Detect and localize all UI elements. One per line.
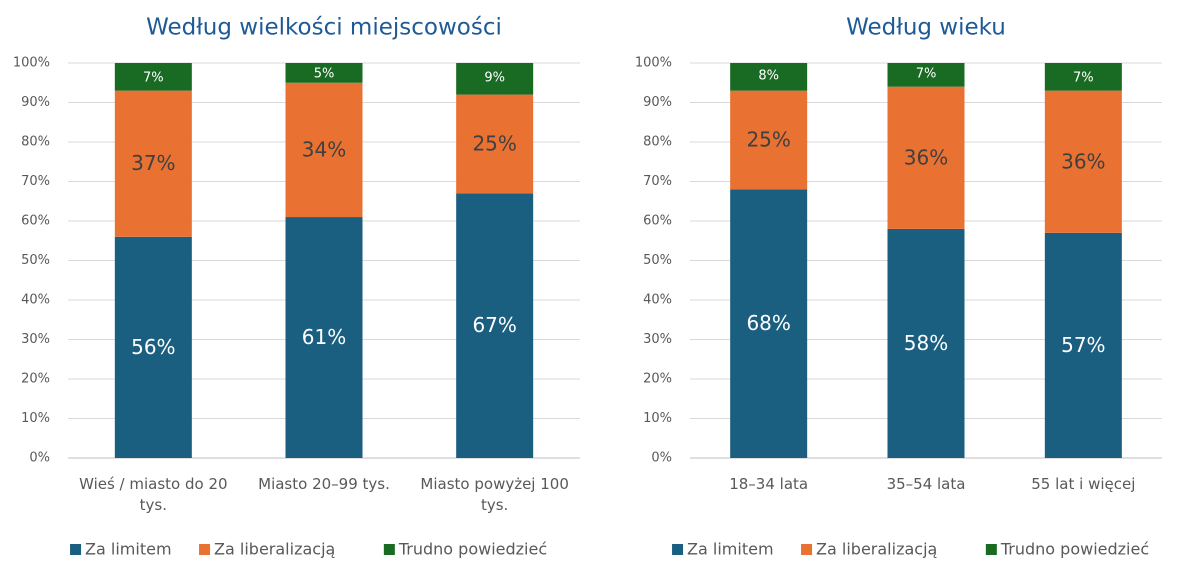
value-label: 7%: [1073, 70, 1094, 85]
y-tick-label: 20%: [21, 372, 50, 387]
value-label: 8%: [758, 68, 779, 83]
legend-swatch: [985, 544, 997, 555]
bar-segment: [730, 63, 808, 91]
value-label: 68%: [746, 311, 790, 335]
bar-segment: [114, 90, 192, 237]
y-tick-label: 100%: [13, 56, 50, 71]
bars: [730, 63, 1122, 458]
bar-segment: [887, 63, 965, 87]
y-tick-label: 50%: [21, 253, 50, 268]
legend-label: Za limitem: [85, 540, 171, 559]
x-tick-label: Miasto powyżej 100 tys.: [420, 475, 569, 514]
value-label: 57%: [1061, 333, 1105, 357]
y-tick-label: 90%: [21, 95, 50, 110]
value-label: 67%: [472, 313, 516, 337]
y-tick-label: 70%: [643, 174, 672, 189]
value-label: 7%: [143, 70, 164, 85]
bar-segment: [887, 228, 965, 458]
legend-label: Trudno powiedzieć: [398, 540, 547, 559]
y-tick-label: 0%: [29, 451, 50, 466]
bar-segment: [456, 63, 534, 95]
bar-segment: [887, 86, 965, 229]
legend-swatch: [801, 544, 813, 555]
y-tick-label: 70%: [21, 174, 50, 189]
value-label: 58%: [904, 331, 948, 355]
y-tick-label: 50%: [643, 253, 672, 268]
bar-segment: [114, 63, 192, 91]
x-tick-label: 35–54 lata: [886, 475, 966, 493]
bar-segment: [285, 82, 363, 218]
x-tick-label: Miasto 20–99 tys.: [258, 475, 390, 493]
bar-segment: [285, 63, 363, 83]
x-tick-label: 18–34 lata: [729, 475, 809, 493]
y-tick-label: 10%: [21, 411, 50, 426]
bar-segment: [456, 94, 534, 194]
value-label: 25%: [472, 131, 516, 155]
value-label: 5%: [314, 66, 335, 81]
value-label: 9%: [484, 70, 505, 85]
y-tick-label: 60%: [21, 214, 50, 229]
legend-label: Trudno powiedzieć: [1000, 540, 1149, 559]
bar-segment: [114, 236, 192, 458]
bars: [114, 63, 534, 458]
value-label: 61%: [302, 325, 346, 349]
y-tick-label: 100%: [635, 56, 672, 71]
y-tick-label: 0%: [651, 451, 672, 466]
value-label: 36%: [1061, 149, 1105, 173]
y-tick-label: 80%: [643, 135, 672, 150]
value-label: 56%: [131, 335, 175, 359]
bar-segment: [456, 193, 534, 458]
value-label: 7%: [916, 66, 937, 81]
y-tick-label: 30%: [21, 332, 50, 347]
legend-swatch: [383, 544, 395, 555]
legend-swatch: [672, 544, 684, 555]
y-tick-label: 20%: [643, 372, 672, 387]
value-label: 36%: [904, 145, 948, 169]
legend-swatch: [70, 544, 82, 555]
legend-label: Za liberalizacją: [214, 540, 335, 559]
y-tick-label: 80%: [21, 135, 50, 150]
y-tick-label: 10%: [643, 411, 672, 426]
value-label: 25%: [746, 128, 790, 152]
bar-segment: [730, 90, 808, 190]
x-tick-label: 55 lat i więcej: [1031, 475, 1136, 493]
y-tick-label: 30%: [643, 332, 672, 347]
y-tick-label: 40%: [643, 293, 672, 308]
value-label: 37%: [131, 151, 175, 175]
chart-title: Według wielkości miejscowości: [146, 15, 502, 41]
y-tick-label: 60%: [643, 214, 672, 229]
legend-swatch: [199, 544, 211, 555]
x-tick-label: Wieś / miasto do 20 tys.: [79, 475, 228, 514]
chart-title: Według wieku: [846, 15, 1006, 41]
legend-label: Za limitem: [687, 540, 773, 559]
bar-segment: [1044, 63, 1122, 91]
bar-segment: [730, 189, 808, 458]
legend-label: Za liberalizacją: [816, 540, 937, 559]
y-tick-label: 90%: [643, 95, 672, 110]
bar-segment: [1044, 90, 1122, 233]
bar-segment: [285, 217, 363, 458]
y-tick-label: 40%: [21, 293, 50, 308]
value-label: 34%: [302, 137, 346, 161]
bar-segment: [1044, 232, 1122, 458]
